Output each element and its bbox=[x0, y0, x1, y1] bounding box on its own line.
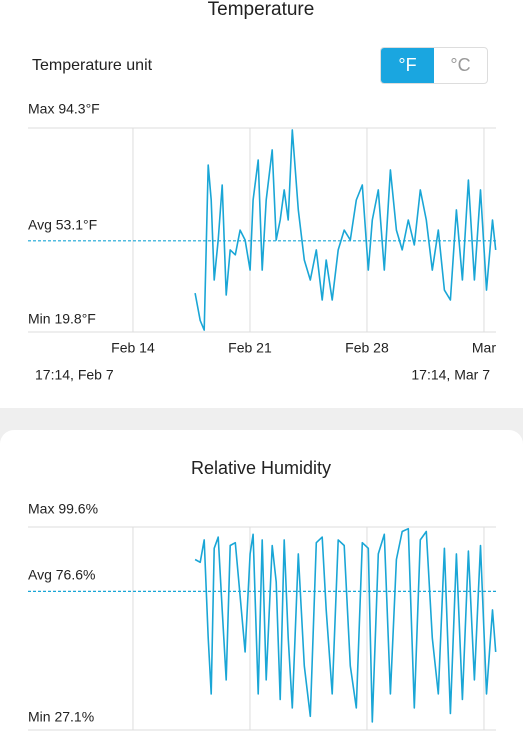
x-tick-label: Feb 21 bbox=[228, 340, 272, 356]
unit-toggle: °F °C bbox=[380, 47, 488, 84]
avg-label: Avg 53.1°F bbox=[28, 217, 97, 233]
unit-label: Temperature unit bbox=[32, 57, 153, 74]
range-start: 17:14, Feb 7 bbox=[35, 367, 114, 383]
temperature-card bbox=[0, 0, 523, 408]
unit-option[interactable]: °C bbox=[450, 55, 471, 75]
max-label: Max 99.6% bbox=[28, 501, 98, 517]
data-line bbox=[194, 527, 497, 723]
min-label: Min 27.1% bbox=[28, 709, 94, 725]
avg-label: Avg 76.6% bbox=[28, 567, 95, 583]
x-tick-label: Mar bbox=[472, 340, 496, 356]
range-end: 17:14, Mar 7 bbox=[411, 367, 490, 383]
x-tick-label: Feb 28 bbox=[345, 340, 389, 356]
min-label: Min 19.8°F bbox=[28, 311, 96, 327]
x-tick-label: Feb 14 bbox=[111, 340, 155, 356]
data-line bbox=[194, 129, 497, 331]
page-title: Temperature bbox=[208, 0, 315, 20]
unit-option[interactable]: °F bbox=[381, 48, 434, 83]
chart-title: Relative Humidity bbox=[191, 458, 331, 478]
max-label: Max 94.3°F bbox=[28, 101, 100, 117]
